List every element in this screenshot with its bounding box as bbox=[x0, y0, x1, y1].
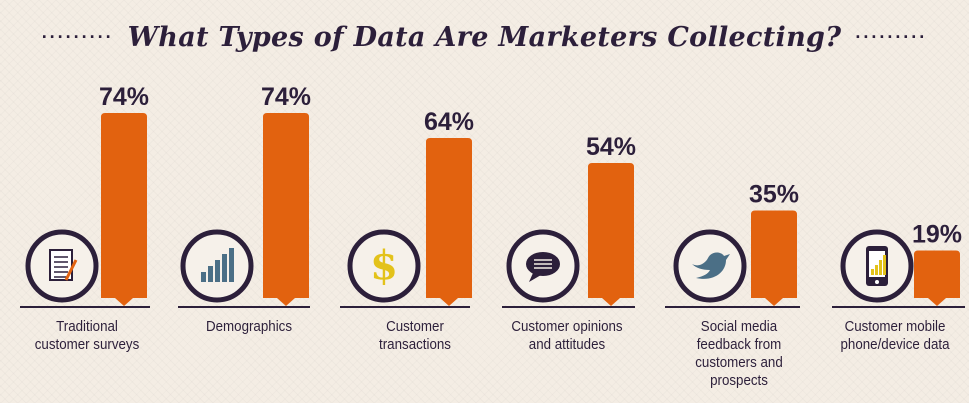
survey-clipboard-icon bbox=[49, 249, 78, 281]
category-label-demographics: Demographics bbox=[205, 319, 293, 335]
category-label-opinions: Customer opinions and attitudes bbox=[511, 319, 623, 353]
category-label-social: Social media feedback from customers and… bbox=[695, 319, 783, 389]
value-label-2: 64% bbox=[424, 108, 474, 136]
bar-5 bbox=[914, 250, 960, 306]
bar-1 bbox=[263, 113, 309, 306]
value-label-3: 54% bbox=[586, 133, 636, 161]
title-dots-right: ········· bbox=[855, 26, 928, 47]
chart-title: What Types of Data Are Marketers Collect… bbox=[127, 21, 842, 53]
bar-4 bbox=[751, 210, 797, 306]
bar-2 bbox=[426, 138, 472, 306]
value-label-1: 74% bbox=[261, 83, 311, 111]
icon-ring-2 bbox=[347, 229, 421, 303]
bar-0 bbox=[101, 113, 147, 306]
mobile-phone-icon bbox=[866, 246, 888, 286]
title-row: ········· What Types of Data Are Markete… bbox=[0, 14, 969, 60]
value-label-4: 35% bbox=[749, 181, 799, 209]
dollar-sign-icon: $ bbox=[370, 242, 398, 289]
twitter-bird-icon bbox=[692, 252, 730, 279]
category-label-transactions: Customer transactions bbox=[379, 319, 451, 353]
value-label-5: 19% bbox=[912, 221, 962, 249]
category-label-surveys: Traditional customer surveys bbox=[34, 319, 140, 353]
category-label-mobile: Customer mobile phone/device data bbox=[840, 319, 950, 353]
svg-text:$: $ bbox=[370, 242, 398, 289]
bar-chart-icon bbox=[201, 248, 234, 282]
bar-3 bbox=[588, 163, 634, 306]
speech-bubble-icon bbox=[526, 252, 560, 282]
value-label-0: 74% bbox=[99, 83, 149, 111]
title-dots-left: ········· bbox=[41, 26, 114, 47]
